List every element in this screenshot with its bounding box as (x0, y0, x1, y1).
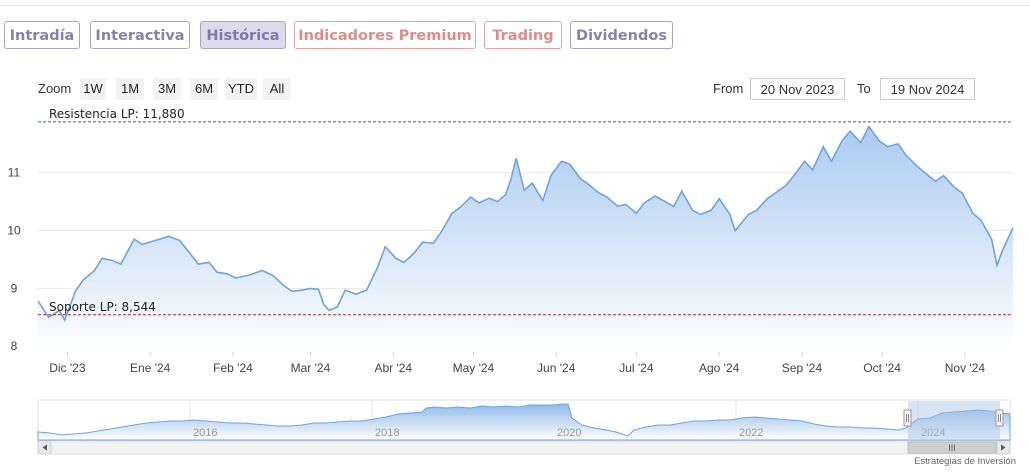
series-points (37, 126, 1014, 321)
zoom-label: Zoom (38, 81, 72, 96)
zoom-1m-button[interactable]: 1M (116, 78, 144, 100)
navigator-year-label: 2024 (921, 427, 945, 439)
tab-dividendos[interactable]: Dividendos (570, 21, 673, 49)
x-tick-label: Abr '24 (374, 361, 412, 375)
y-tick-label: 11 (8, 166, 21, 180)
tab-intradia[interactable]: Intradía (4, 21, 80, 49)
navigator-year-labels: 2016 2018 2020 2022 2024 (193, 427, 945, 439)
navigator-area (37, 403, 1011, 441)
x-tick-label: Jul '24 (619, 361, 654, 375)
tab-indicadores-premium[interactable]: Indicadores Premium (294, 21, 476, 49)
range-to-label: To (857, 81, 871, 96)
x-tick-label: May '24 (453, 361, 495, 375)
range-from-input[interactable]: 20 Nov 2023 (750, 78, 845, 100)
resistance-label: Resistencia LP: 11,880 (49, 107, 185, 121)
zoom-1w-button[interactable]: 1W (80, 78, 106, 100)
tab-interactiva[interactable]: Interactiva (90, 21, 190, 49)
zoom-ytd-button[interactable]: YTD (225, 78, 257, 100)
x-tick-label: Oct '24 (863, 361, 901, 375)
y-tick-label: 8 (11, 339, 18, 353)
x-tick-label: Ago '24 (699, 361, 740, 375)
chart-credits: Estrategias de Inversión (914, 456, 1016, 467)
navigator-year-label: 2022 (739, 427, 763, 439)
y-tick-label: 10 (7, 224, 21, 238)
zoom-6m-button[interactable]: 6M (190, 78, 218, 100)
x-tick-label: Jun '24 (537, 361, 576, 375)
x-tick-label: Ene '24 (130, 361, 171, 375)
navigator[interactable]: 2016 2018 2020 2022 2024 (37, 399, 1011, 441)
zoom-3m-button[interactable]: 3M (153, 78, 181, 100)
navigator-selection[interactable] (908, 401, 1000, 439)
navigator-year-label: 2018 (375, 427, 399, 439)
price-series-line (37, 124, 1014, 323)
navigator-year-label: 2016 (193, 427, 217, 439)
zoom-all-button[interactable]: All (263, 78, 291, 100)
scrollbar[interactable]: III (37, 440, 1011, 455)
price-area-fill (38, 126, 1013, 352)
scrollbar-thumb[interactable] (907, 441, 997, 454)
navigator-right-handle[interactable] (995, 409, 1004, 427)
tab-trading[interactable]: Trading (484, 21, 562, 49)
x-axis-ticks: Dic '23 Ene '24 Feb '24 Mar '24 Abr '24 May '… (49, 352, 985, 375)
navigator-year-label: 2020 (557, 427, 581, 439)
scrollbar-grip-icon: III (948, 443, 956, 453)
support-label: Soporte LP: 8,544 (49, 300, 156, 314)
top-divider (0, 5, 1030, 6)
range-from-label: From (713, 81, 744, 96)
y-tick-label: 9 (11, 281, 18, 295)
x-tick-label: Dic '23 (49, 361, 86, 375)
range-to-input[interactable]: 19 Nov 2024 (880, 78, 975, 100)
arrow-right-icon (1001, 444, 1006, 451)
x-tick-label: Sep '24 (782, 361, 823, 375)
tab-historica[interactable]: Histórica (200, 21, 286, 49)
plot-lines: Resistencia LP: 11,880 Soporte LP: 8,544 (37, 107, 1014, 321)
x-tick-label: Feb '24 (213, 361, 253, 375)
x-tick-label: Mar '24 (291, 361, 331, 375)
navigator-left-handle[interactable] (903, 409, 912, 427)
x-tick-label: Nov '24 (945, 361, 986, 375)
arrow-left-icon (42, 444, 47, 451)
y-axis-ticks: 8 9 10 11 (7, 166, 21, 353)
